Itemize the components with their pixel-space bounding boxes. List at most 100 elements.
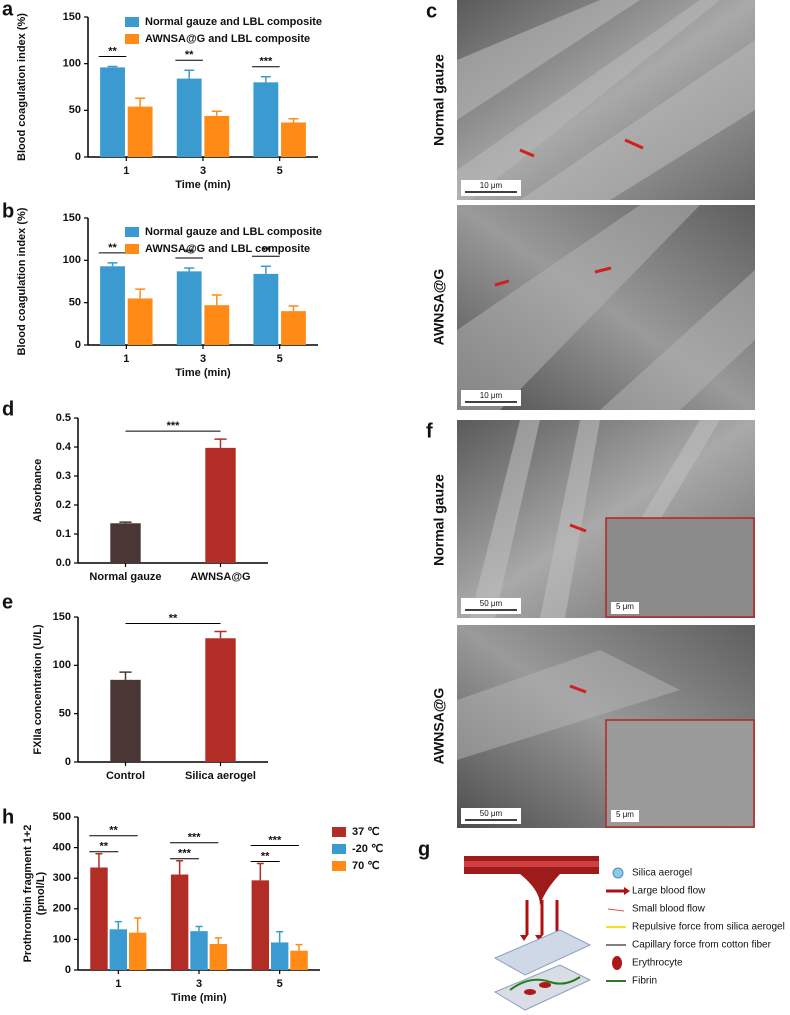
sem-image	[457, 205, 755, 410]
y-axis-label: Blood coagulation index (%)	[16, 207, 28, 355]
panel-label: b	[2, 200, 14, 222]
y-tick-label: 0	[65, 756, 71, 768]
sem-image	[457, 0, 755, 200]
image-label: Normal gauze	[431, 474, 447, 566]
significance-label: **	[109, 825, 118, 837]
legend-swatch	[332, 827, 346, 837]
legend-label: 37 ℃	[352, 826, 380, 838]
bar	[204, 115, 230, 157]
sem-image	[457, 625, 755, 828]
error-bar	[260, 75, 271, 83]
y-tick-label: 0	[75, 151, 81, 163]
diagram-legend-label: Silica aerogel	[632, 868, 692, 879]
legend-label: Normal gauze and LBL composite	[145, 226, 322, 238]
bar	[100, 67, 125, 157]
error-bar	[195, 925, 203, 932]
inset-scale-bar-label: 5 μm	[616, 602, 634, 611]
bar	[204, 305, 230, 345]
y-tick-label: 0.5	[56, 412, 71, 424]
x-axis-label: Time (min)	[175, 179, 231, 191]
legend-label: AWNSA@G and LBL composite	[145, 33, 310, 45]
error-bar	[214, 937, 222, 944]
x-tick-label: 3	[200, 165, 206, 177]
x-tick-label: 3	[196, 978, 202, 990]
legend-swatch	[332, 861, 346, 871]
error-bar	[276, 931, 284, 943]
x-axis-label: Time (min)	[175, 367, 231, 379]
legend-swatch	[332, 844, 346, 854]
y-axis-label: (pmol/L)	[35, 871, 47, 915]
bar	[90, 867, 108, 970]
x-tick-label: Normal gauze	[89, 571, 161, 583]
y-tick-label: 150	[63, 212, 81, 224]
bar	[109, 929, 128, 970]
error-bar	[135, 97, 146, 107]
bar	[100, 266, 125, 345]
diagram-legend-label: Large blood flow	[632, 886, 706, 897]
diagram-legend-label: Repulsive force from silica aerogel	[632, 922, 785, 933]
error-bar	[95, 852, 103, 868]
significance-label: ***	[178, 848, 192, 860]
bar	[281, 122, 306, 157]
panel-label: c	[426, 0, 437, 22]
error-bar	[214, 438, 227, 448]
bar	[251, 880, 270, 970]
sem-image	[457, 420, 755, 618]
diagram-legend-icons	[606, 867, 630, 982]
error-bar	[260, 265, 271, 274]
panel-label: f	[426, 420, 433, 442]
bar	[281, 311, 306, 345]
x-axis-label: Time (min)	[171, 992, 227, 1004]
y-tick-label: 200	[53, 903, 71, 915]
error-bar	[176, 860, 184, 875]
bar	[253, 273, 279, 345]
panel-label: a	[2, 0, 14, 20]
x-tick-label: 5	[277, 165, 283, 177]
legend-label: Normal gauze and LBL composite	[145, 16, 322, 28]
significance-label: **	[169, 612, 178, 624]
bar	[209, 943, 228, 970]
scale-bar-label: 10 μm	[480, 391, 503, 400]
bar	[205, 638, 236, 762]
y-axis-label: Blood coagulation index (%)	[16, 13, 28, 161]
inset-scale-bar	[611, 602, 639, 614]
error-bar	[134, 917, 142, 933]
legend-swatch	[125, 34, 139, 44]
significance-label: ***	[268, 834, 282, 846]
inset-scale-bar	[611, 810, 639, 822]
bar	[253, 82, 279, 157]
x-tick-label: 1	[123, 353, 129, 365]
legend-label: AWNSA@G and LBL composite	[145, 243, 310, 255]
error-bar	[184, 267, 195, 272]
error-bar	[184, 69, 195, 79]
legend-label: -20 ℃	[352, 843, 383, 855]
significance-label: **	[108, 242, 117, 254]
image-label: AWNSA@G	[431, 269, 447, 346]
error-bar	[256, 862, 264, 881]
significance-label: **	[185, 247, 194, 259]
scale-bar-label: 50 μm	[480, 809, 503, 818]
diagram-legend-label: Capillary force from cotton fiber	[632, 940, 772, 951]
error-bar	[288, 305, 299, 312]
error-bar	[214, 630, 227, 639]
bar	[110, 523, 141, 563]
x-tick-label: 5	[277, 978, 283, 990]
error-bar	[295, 943, 303, 951]
y-tick-label: 100	[63, 254, 81, 266]
bar	[128, 932, 147, 970]
x-tick-label: 5	[277, 353, 283, 365]
significance-label: ***	[188, 832, 202, 844]
bar	[176, 271, 202, 345]
y-tick-label: 50	[69, 104, 81, 116]
bar	[127, 106, 153, 157]
y-axis-label: FXIIa concentration (U/L)	[32, 624, 44, 755]
y-tick-label: 150	[53, 611, 71, 623]
bar	[190, 931, 208, 970]
significance-label: **	[100, 841, 109, 853]
y-tick-label: 50	[69, 297, 81, 309]
y-axis-label: Prothrombin fragment 1+2	[22, 825, 34, 963]
significance-label: **	[262, 245, 271, 257]
bar	[170, 874, 189, 970]
bar	[176, 78, 202, 157]
image-label: AWNSA@G	[431, 688, 447, 765]
